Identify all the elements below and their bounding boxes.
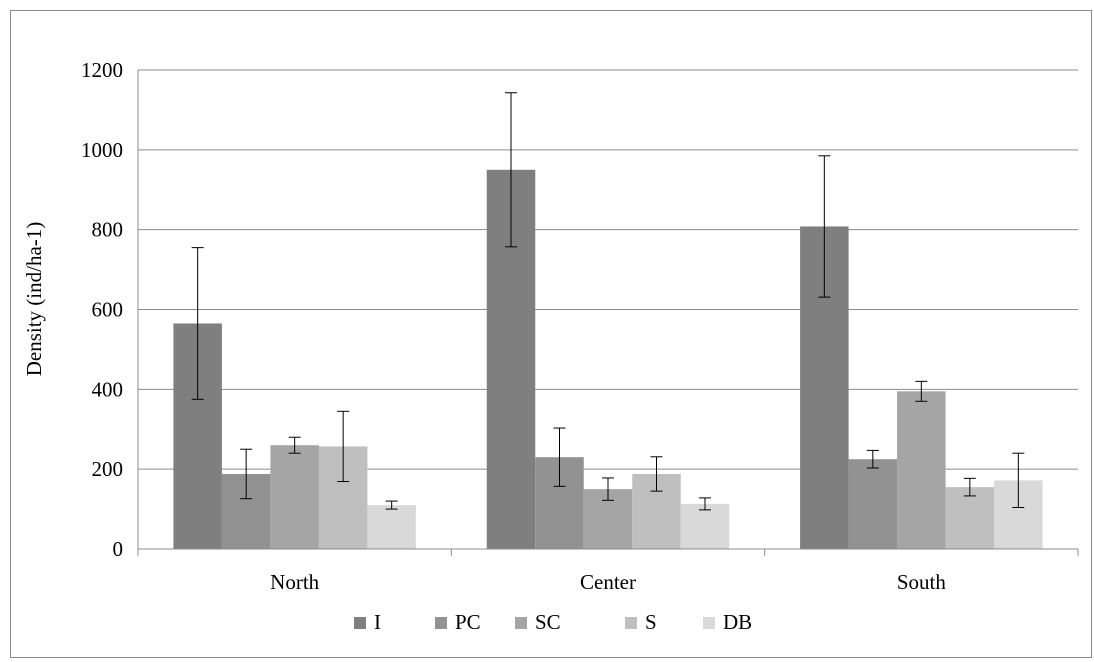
chart-frame: 0 200 400 600 800 1000 1200 North Center South D…: [10, 10, 1092, 658]
legend-label-s: S: [645, 610, 657, 634]
y-tick-label: 600: [92, 298, 124, 322]
bar-chart: 0 200 400 600 800 1000 1200 North Center South D…: [22, 58, 1079, 634]
x-tick-label: South: [897, 570, 947, 594]
error-bars: [191, 92, 1025, 511]
bar-db-center: [680, 503, 730, 549]
axes: [137, 70, 1079, 556]
x-tick-label: Center: [580, 570, 636, 594]
legend-label-i: I: [374, 610, 381, 634]
legend-label-pc: PC: [455, 610, 481, 634]
legend-swatch-db: [703, 617, 715, 629]
x-tick-labels: North Center South: [270, 570, 946, 594]
bar-sc-south: [897, 391, 946, 549]
y-tick-label: 800: [92, 218, 124, 242]
y-tick-labels: 0 200 400 600 800 1000 1200: [81, 58, 123, 561]
legend-swatch-pc: [435, 617, 447, 629]
bar-s-south: [945, 487, 995, 549]
bar-db-north: [367, 505, 416, 549]
y-tick-label: 200: [92, 457, 124, 481]
legend: I PC SC S DB: [354, 610, 752, 634]
bar-pc-south: [848, 459, 898, 549]
y-axis-label: Density (ind/ha-1): [22, 222, 46, 377]
legend-label-db: DB: [723, 610, 752, 634]
y-tick-label: 1000: [81, 138, 123, 162]
legend-swatch-i: [354, 617, 366, 629]
legend-label-sc: SC: [535, 610, 561, 634]
y-tick-label: 400: [92, 377, 124, 401]
legend-swatch-sc: [515, 617, 527, 629]
bars: [173, 169, 1043, 549]
y-tick-label: 0: [113, 537, 124, 561]
bar-sc-north: [270, 445, 319, 549]
legend-swatch-s: [625, 617, 637, 629]
y-tick-label: 1200: [81, 58, 123, 82]
x-tick-label: North: [270, 570, 319, 594]
